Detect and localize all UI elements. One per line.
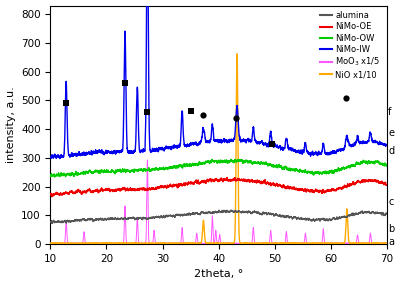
Y-axis label: intensity, a.u.: intensity, a.u. bbox=[6, 86, 16, 163]
Text: e: e bbox=[388, 129, 394, 139]
Text: d: d bbox=[388, 146, 394, 156]
Legend: alumina, NiMo-OE, NiMo-OW, NiMo-IW, MoO$_3$ x1/5, NiO x1/10: alumina, NiMo-OE, NiMo-OW, NiMo-IW, MoO$… bbox=[318, 10, 382, 81]
Text: b: b bbox=[388, 224, 394, 234]
X-axis label: 2theta, °: 2theta, ° bbox=[194, 269, 243, 280]
Text: f: f bbox=[388, 107, 392, 117]
Text: a: a bbox=[388, 237, 394, 247]
Text: c: c bbox=[388, 197, 394, 207]
